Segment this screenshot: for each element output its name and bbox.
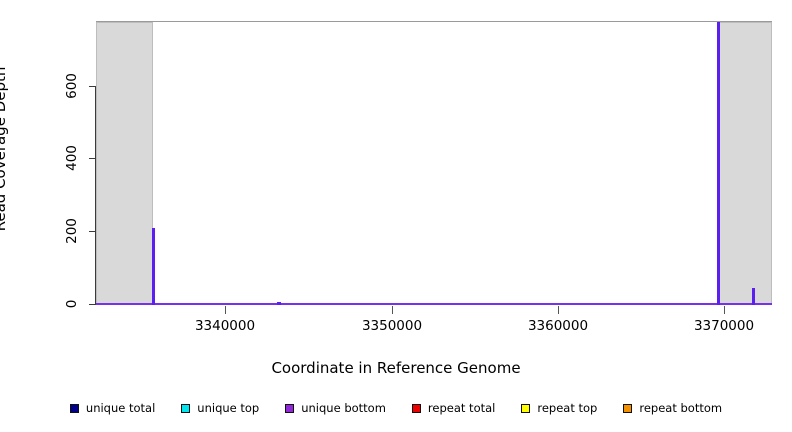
legend-item-unique-bottom: unique bottom <box>285 401 386 415</box>
legend-swatch-icon <box>521 403 531 413</box>
legend-item-unique-total: unique total <box>69 401 156 415</box>
coverage-spike-3 <box>717 22 720 305</box>
y-tick-mark-600 <box>89 86 96 87</box>
x-tick-label-3350000: 3350000 <box>361 318 423 334</box>
coverage-spike-4 <box>752 288 755 305</box>
y-tick-label-0: 0 <box>64 299 80 309</box>
y-axis-title: Read Coverage Depth <box>0 66 9 232</box>
chart-legend: unique total unique top unique bottom re… <box>0 398 792 418</box>
x-tick-mark-3360000 <box>558 306 559 314</box>
coverage-baseline <box>96 303 772 305</box>
x-tick-mark-3340000 <box>225 306 226 314</box>
legend-swatch-icon <box>285 403 295 413</box>
y-tick-label-400: 400 <box>64 145 80 171</box>
legend-swatch-icon <box>623 403 633 413</box>
x-tick-label-3360000: 3360000 <box>527 318 589 334</box>
y-tick-mark-0 <box>89 304 96 305</box>
legend-swatch-icon <box>181 403 191 413</box>
legend-label: repeat bottom <box>639 401 723 415</box>
y-axis-line <box>95 86 96 305</box>
x-axis-title: Coordinate in Reference Genome <box>271 359 521 377</box>
legend-label: unique top <box>197 401 260 415</box>
y-tick-mark-200 <box>89 231 96 232</box>
x-tick-mark-3370000 <box>724 306 725 314</box>
plot-top-border <box>96 21 772 22</box>
legend-item-repeat-total: repeat total <box>411 401 496 415</box>
y-tick-mark-400 <box>89 158 96 159</box>
plot-area <box>96 22 772 305</box>
legend-swatch-icon <box>411 403 421 413</box>
legend-item-repeat-top: repeat top <box>521 401 597 415</box>
legend-swatch-icon <box>69 403 79 413</box>
legend-label: repeat top <box>537 401 598 415</box>
shaded-region-left <box>96 22 153 305</box>
x-tick-label-3370000: 3370000 <box>693 318 755 334</box>
shaded-region-right <box>718 22 772 305</box>
legend-item-unique-top: unique top <box>181 401 259 415</box>
y-tick-label-600: 600 <box>64 73 80 99</box>
coverage-spike-2 <box>277 302 281 305</box>
y-tick-label-200: 200 <box>64 218 80 244</box>
legend-label: unique bottom <box>301 401 386 415</box>
coverage-spike-1 <box>152 228 155 305</box>
legend-label: repeat total <box>427 401 496 415</box>
x-tick-mark-3350000 <box>392 306 393 314</box>
legend-item-repeat-bottom: repeat bottom <box>623 401 722 415</box>
legend-label: unique total <box>85 401 156 415</box>
x-tick-label-3340000: 3340000 <box>194 318 256 334</box>
